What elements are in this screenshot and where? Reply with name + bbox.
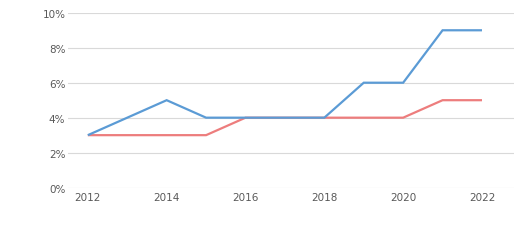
Line: Del Norte High School: Del Norte High School [88,31,482,136]
Del Norte High School [124,117,130,120]
Line: (CA) State Average: (CA) State Average [88,101,482,136]
Del Norte High School [479,30,485,33]
(CA) State Average [242,117,248,120]
(CA) State Average [361,117,367,120]
(CA) State Average [440,99,446,102]
(CA) State Average [203,134,209,137]
Del Norte High School [440,30,446,33]
Del Norte High School [85,134,91,137]
Del Norte High School [163,99,170,102]
(CA) State Average [124,134,130,137]
(CA) State Average [282,117,288,120]
Del Norte High School [361,82,367,85]
Del Norte High School [203,117,209,120]
Del Norte High School [400,82,406,85]
(CA) State Average [479,99,485,102]
(CA) State Average [163,134,170,137]
Del Norte High School [321,117,328,120]
(CA) State Average [400,117,406,120]
(CA) State Average [85,134,91,137]
Del Norte High School [282,117,288,120]
Del Norte High School [242,117,248,120]
(CA) State Average [321,117,328,120]
